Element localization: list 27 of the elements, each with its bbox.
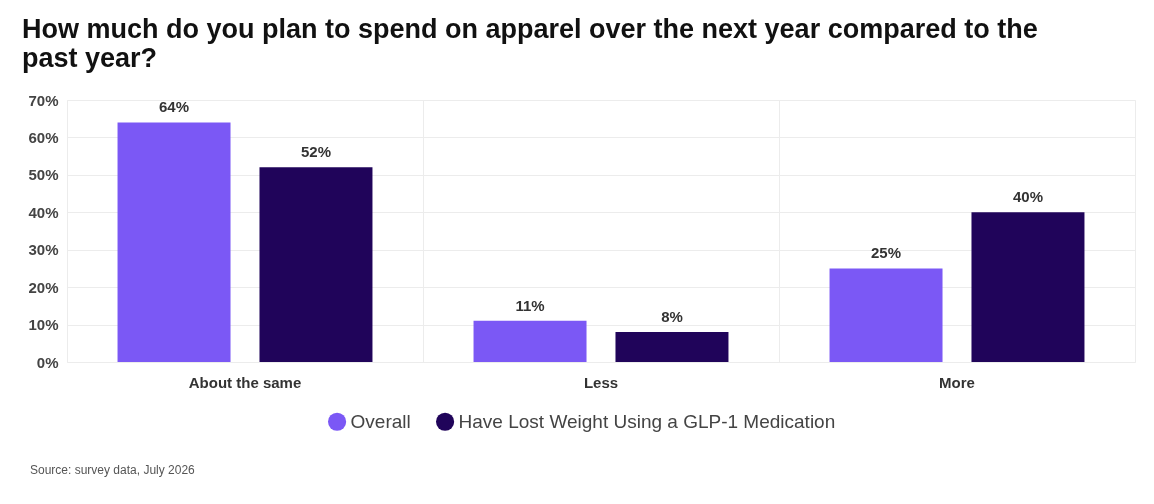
data-label: 25% — [871, 244, 902, 262]
y-tick-label: 70% — [28, 91, 59, 109]
chart-title: How much do you plan to spend on apparel over the next year compared to the past year? — [22, 14, 1038, 73]
y-tick-label: 40% — [28, 203, 59, 221]
data-label: 52% — [300, 143, 331, 161]
data-label: 8% — [661, 308, 683, 326]
data-label: 40% — [1012, 188, 1043, 206]
bar — [615, 332, 729, 362]
y-tick-label: 20% — [28, 278, 59, 296]
bar — [829, 268, 943, 362]
x-tick-label: More — [939, 373, 975, 391]
y-tick-label: 30% — [28, 241, 59, 259]
bar — [971, 212, 1085, 362]
bar — [117, 122, 231, 362]
x-tick-label: Less — [583, 373, 619, 391]
x-tick-label: About the same — [188, 373, 302, 391]
y-tick-label: 10% — [28, 316, 59, 334]
legend-label: Have Lost Weight Using a GLP-1 Medication — [458, 410, 836, 432]
bar — [473, 320, 587, 362]
source-note: Source: survey data, July 2026 — [30, 463, 195, 477]
bar — [259, 167, 373, 362]
y-tick-label: 60% — [28, 128, 59, 146]
data-label: 64% — [159, 98, 190, 116]
legend-label: Overall — [350, 410, 411, 432]
data-label: 11% — [515, 296, 545, 314]
y-tick-label: 0% — [36, 353, 59, 371]
y-tick-label: 50% — [28, 166, 59, 184]
